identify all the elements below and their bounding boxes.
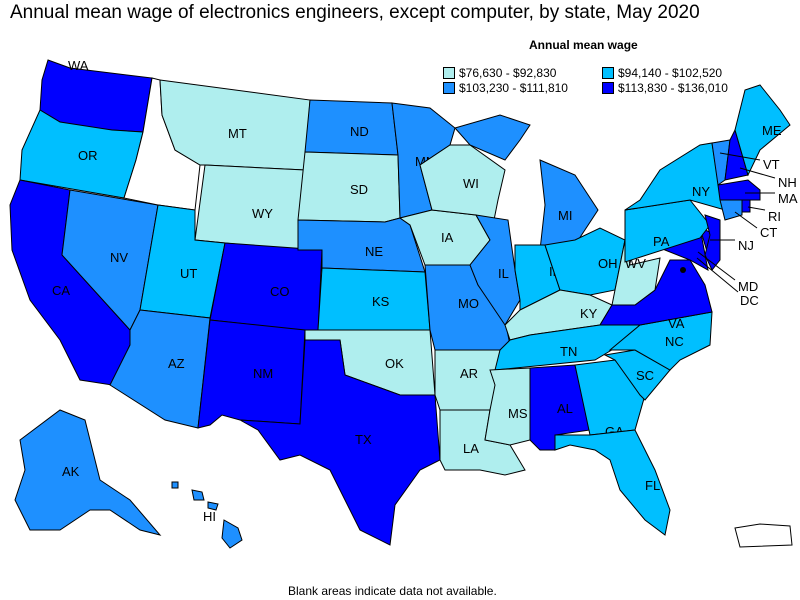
state-label-wy: WY — [252, 206, 273, 221]
state-shape[interactable] — [171, 481, 179, 489]
state-label-ak: AK — [62, 464, 80, 479]
state-label-az: AZ — [168, 356, 185, 371]
state-label-ri: RI — [768, 209, 781, 224]
state-label-nv: NV — [110, 250, 128, 265]
state-label-nd: ND — [350, 124, 369, 139]
state-shape[interactable] — [734, 523, 793, 548]
state-label-me: ME — [762, 123, 782, 138]
state-sd[interactable] — [297, 151, 401, 223]
state-ri[interactable] — [741, 199, 751, 213]
state-shape[interactable] — [239, 339, 441, 546]
state-tx[interactable] — [239, 339, 441, 546]
state-co[interactable] — [209, 242, 323, 333]
state-label-sd: SD — [350, 182, 368, 197]
callout-line — [697, 251, 736, 281]
legend-title: Annual mean wage — [529, 38, 638, 52]
state-label-ma: MA — [778, 191, 798, 206]
state-label-or: OR — [78, 148, 98, 163]
state-label-ms: MS — [508, 406, 528, 421]
callout-line — [747, 206, 766, 211]
state-label-nj: NJ — [738, 238, 754, 253]
state-shape[interactable] — [221, 519, 243, 549]
legend-swatch — [602, 67, 614, 79]
state-shape[interactable] — [297, 151, 401, 223]
callout-line — [696, 257, 739, 293]
state-label-va: VA — [668, 316, 685, 331]
legend-label: $113,830 - $136,010 — [618, 81, 728, 95]
state-label-nm: NM — [253, 366, 273, 381]
state-ga[interactable] — [574, 359, 646, 436]
state-label-mo: MO — [458, 296, 479, 311]
state-label-dc: DC — [740, 293, 759, 308]
state-wy[interactable] — [194, 164, 306, 251]
state-label-al: AL — [557, 401, 573, 416]
state-label-tx: TX — [355, 432, 372, 447]
state-fl[interactable] — [554, 429, 671, 536]
state-label-la: LA — [463, 441, 479, 456]
state-hi[interactable] — [171, 481, 243, 549]
state-label-sc: SC — [636, 368, 654, 383]
state-label-tn: TN — [560, 344, 577, 359]
state-label-fl: FL — [645, 478, 660, 493]
callout-line — [734, 211, 758, 229]
legend-item-tier-1: $76,630 - $92,830 — [443, 66, 556, 80]
state-label-ks: KS — [372, 294, 390, 309]
state-shape[interactable] — [719, 199, 743, 221]
state-label-mt: MT — [228, 126, 247, 141]
state-ak[interactable] — [14, 409, 162, 536]
map-title: Annual mean wage of electronics engineer… — [10, 2, 700, 23]
state-label-co: CO — [270, 284, 290, 299]
state-label-ky: KY — [580, 306, 598, 321]
state-label-ar: AR — [460, 366, 478, 381]
callout-line — [739, 167, 776, 179]
state-label-ct: CT — [760, 225, 777, 240]
state-label-ok: OK — [385, 356, 404, 371]
state-label-ca: CA — [52, 283, 70, 298]
state-label-pa: PA — [653, 234, 670, 249]
state-label-ia: IA — [441, 230, 454, 245]
state-label-nc: NC — [665, 334, 684, 349]
state-label-vt: VT — [763, 157, 780, 172]
state-shape[interactable] — [574, 359, 646, 436]
legend-swatch — [443, 67, 455, 79]
state-label-ny: NY — [692, 184, 710, 199]
state-label-hi: HI — [203, 509, 216, 524]
legend-item-tier-3: $103,230 - $111,810 — [443, 81, 568, 95]
state-shape[interactable] — [554, 429, 671, 536]
legend-item-tier-4: $113,830 - $136,010 — [602, 81, 728, 95]
state-label-wi: WI — [463, 176, 479, 191]
state-label-nh: NH — [778, 175, 797, 190]
state-shape[interactable] — [194, 164, 306, 251]
legend-swatch — [602, 82, 614, 94]
state-pr[interactable] — [734, 523, 793, 548]
state-nm[interactable] — [197, 319, 306, 429]
state-label-ne: NE — [365, 244, 383, 259]
state-label-ut: UT — [180, 266, 197, 281]
legend-label: $103,230 - $111,810 — [459, 81, 568, 95]
state-ct[interactable] — [719, 199, 743, 221]
state-label-oh: OH — [598, 256, 618, 271]
state-label-md: MD — [738, 279, 758, 294]
legend-label: $76,630 - $92,830 — [459, 66, 557, 80]
dc-marker[interactable] — [680, 267, 686, 273]
callout-line — [719, 152, 761, 161]
legend-label: $94,140 - $102,520 — [618, 66, 723, 80]
state-shape[interactable] — [717, 179, 761, 201]
state-shape[interactable] — [191, 489, 205, 501]
state-shape[interactable] — [741, 199, 751, 213]
state-shape[interactable] — [207, 501, 219, 511]
state-shape[interactable] — [454, 114, 531, 161]
state-shape[interactable] — [197, 319, 306, 429]
state-mi[interactable] — [454, 114, 599, 251]
state-label-wa: WA — [68, 58, 89, 73]
legend-item-tier-2: $94,140 - $102,520 — [602, 66, 722, 80]
footnote: Blank areas indicate data not available. — [288, 584, 497, 598]
state-shape[interactable] — [14, 409, 162, 536]
state-label-il: IL — [498, 266, 509, 281]
legend-swatch — [443, 82, 455, 94]
state-label-mi: MI — [558, 208, 572, 223]
state-ma[interactable] — [717, 179, 761, 201]
state-shape[interactable] — [209, 242, 323, 333]
